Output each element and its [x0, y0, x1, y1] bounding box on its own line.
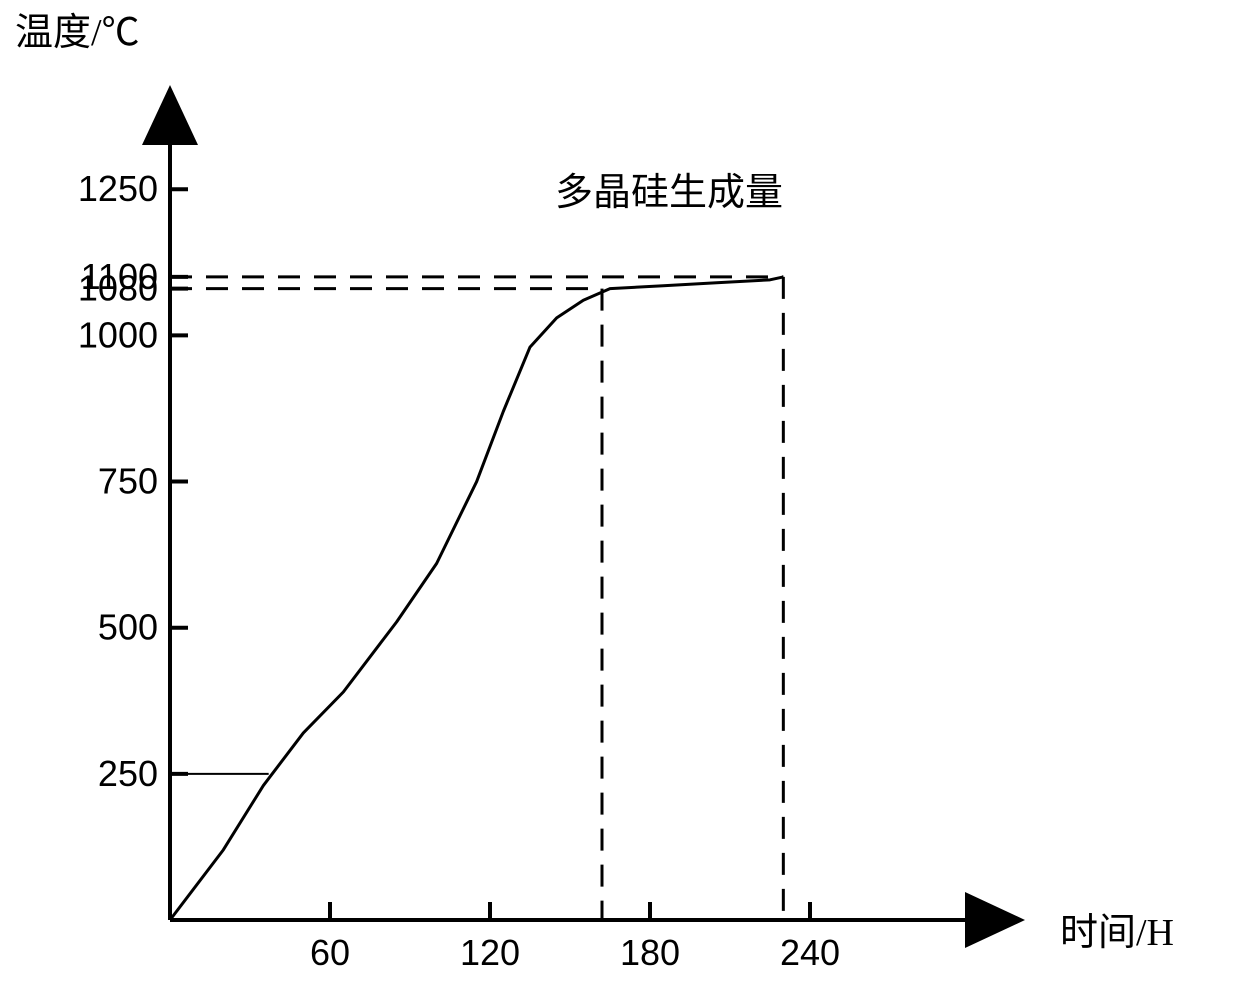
chart-container: 温度/℃ 时间/H 多晶硅生成量 25050075010001080110012… [0, 0, 1240, 1008]
x-axis-label: 时间/H [1060, 912, 1174, 954]
y-tick-label: 1250 [78, 168, 158, 209]
chart-svg: 温度/℃ 时间/H 多晶硅生成量 25050075010001080110012… [0, 0, 1240, 1008]
y-tick-label: 750 [98, 461, 158, 502]
y-tick-label: 1100 [81, 256, 158, 297]
y-tick-label: 500 [98, 607, 158, 648]
x-tick-label: 180 [620, 932, 680, 973]
y-axis-label: 温度/℃ [15, 12, 140, 54]
x-tick-label: 120 [460, 932, 520, 973]
chart-content [142, 85, 1025, 948]
x-tick-label: 240 [780, 932, 840, 973]
y-tick-label: 250 [98, 753, 158, 794]
x-tick-label: 60 [310, 932, 350, 973]
chart-annotation: 多晶硅生成量 [555, 172, 783, 214]
y-tick-label: 1000 [78, 314, 158, 355]
